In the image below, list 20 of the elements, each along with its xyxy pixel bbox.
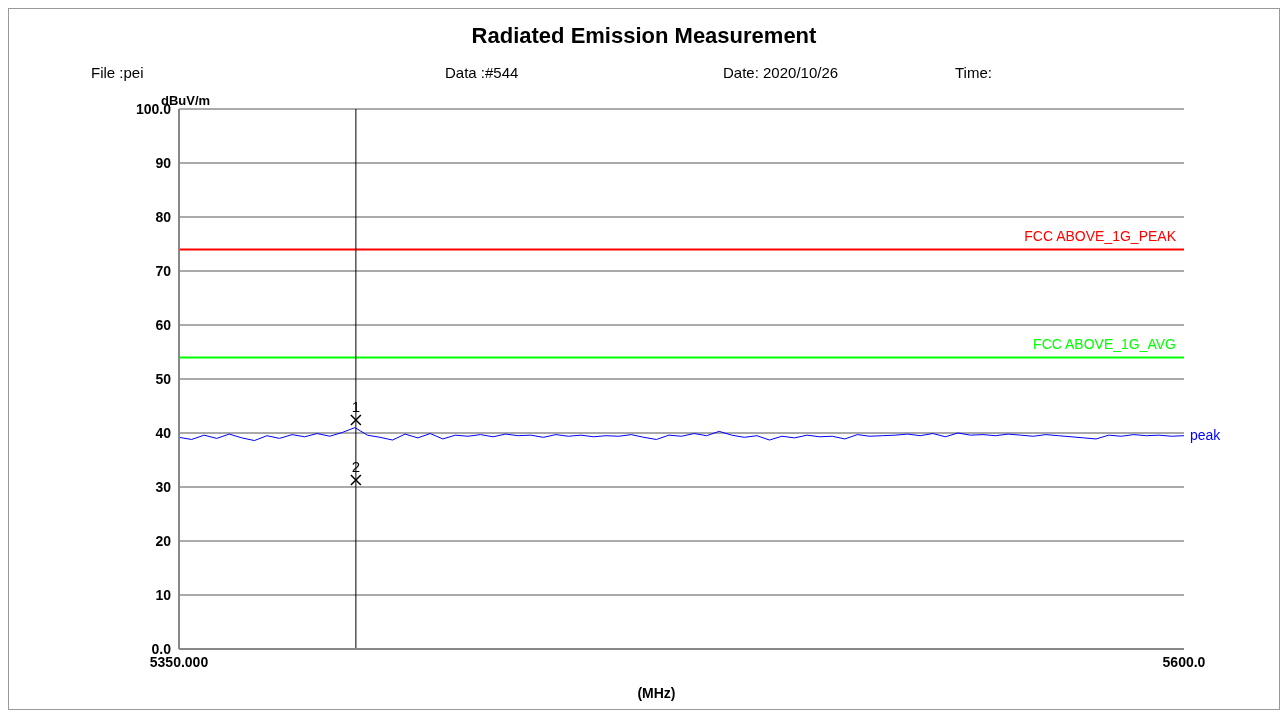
y-tick-label: 50 [155, 370, 172, 387]
chart-title: Radiated Emission Measurement [470, 23, 818, 49]
x-tick-label: 5600.0 [1162, 653, 1206, 670]
y-tick-label: 60 [155, 316, 172, 333]
text: File :pei [91, 64, 144, 81]
y-tick-label: 90 [155, 154, 172, 171]
ref-line-label: FCC ABOVE_1G_AVG [1033, 336, 1176, 353]
x-axis-title: (MHz) [636, 685, 677, 701]
text: Date: 2020/10/26 [723, 64, 839, 81]
y-tick-label: 10 [155, 586, 172, 603]
y-tick-label: 40 [155, 424, 172, 441]
ref-line-label: FCC ABOVE_1G_PEAK [1024, 228, 1177, 245]
line-series [179, 427, 1184, 442]
y-tick-label: 80 [155, 208, 172, 225]
y-tick-label: 20 [155, 532, 172, 549]
y-tick-label: 30 [155, 478, 172, 495]
text: Time: [955, 64, 992, 81]
series-label: peak [1190, 426, 1221, 443]
y-tick-label: 70 [155, 262, 172, 279]
text: Data :#544 [445, 64, 519, 81]
